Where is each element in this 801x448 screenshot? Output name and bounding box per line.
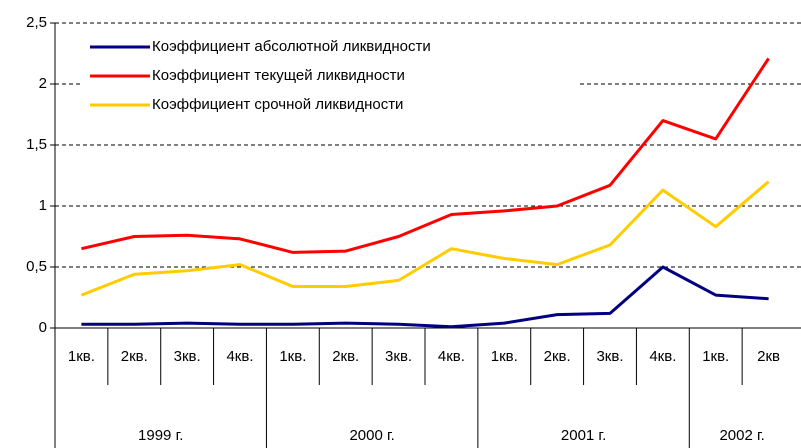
x-tick-label: 3кв. bbox=[596, 348, 623, 365]
x-tick-label: 2кв. bbox=[332, 348, 359, 365]
group-label: 1999 г. bbox=[138, 427, 183, 444]
group-label: 2000 г. bbox=[349, 427, 394, 444]
legend-label: Коэффициент срочной ликвидности bbox=[152, 96, 403, 113]
legend-label: Коэффициент абсолютной ликвидности bbox=[152, 38, 431, 55]
x-tick-label: 1кв. bbox=[491, 348, 518, 365]
x-tick-label: 2кв bbox=[757, 348, 780, 365]
group-label: 2001 г. bbox=[561, 427, 606, 444]
legend-box bbox=[80, 32, 580, 125]
series-line bbox=[80, 180, 770, 297]
x-tick-label: 3кв. bbox=[174, 348, 201, 365]
x-tick-label: 2кв. bbox=[121, 348, 148, 365]
x-tick-label: 1кв. bbox=[68, 348, 95, 365]
group-label: 2002 г. bbox=[719, 427, 764, 444]
x-tick-label: 4кв. bbox=[438, 348, 465, 365]
x-tick-label: 4кв. bbox=[226, 348, 253, 365]
series-line bbox=[81, 265, 769, 329]
x-tick-label: 3кв. bbox=[385, 348, 412, 365]
y-tick-label: 2,5 bbox=[26, 14, 47, 31]
y-tick-label: 0,5 bbox=[26, 258, 47, 275]
x-tick-label: 1кв. bbox=[279, 348, 306, 365]
legend-label: Коэффициент текущей ликвидности bbox=[152, 67, 405, 84]
y-tick-label: 1 bbox=[39, 197, 47, 214]
y-tick-label: 1,5 bbox=[26, 136, 47, 153]
y-tick-label: 0 bbox=[39, 319, 47, 336]
x-tick-label: 2кв. bbox=[544, 348, 571, 365]
y-tick-label: 2 bbox=[39, 75, 47, 92]
x-tick-label: 1кв. bbox=[702, 348, 729, 365]
series-line bbox=[81, 57, 770, 254]
x-tick-label: 4кв. bbox=[649, 348, 676, 365]
